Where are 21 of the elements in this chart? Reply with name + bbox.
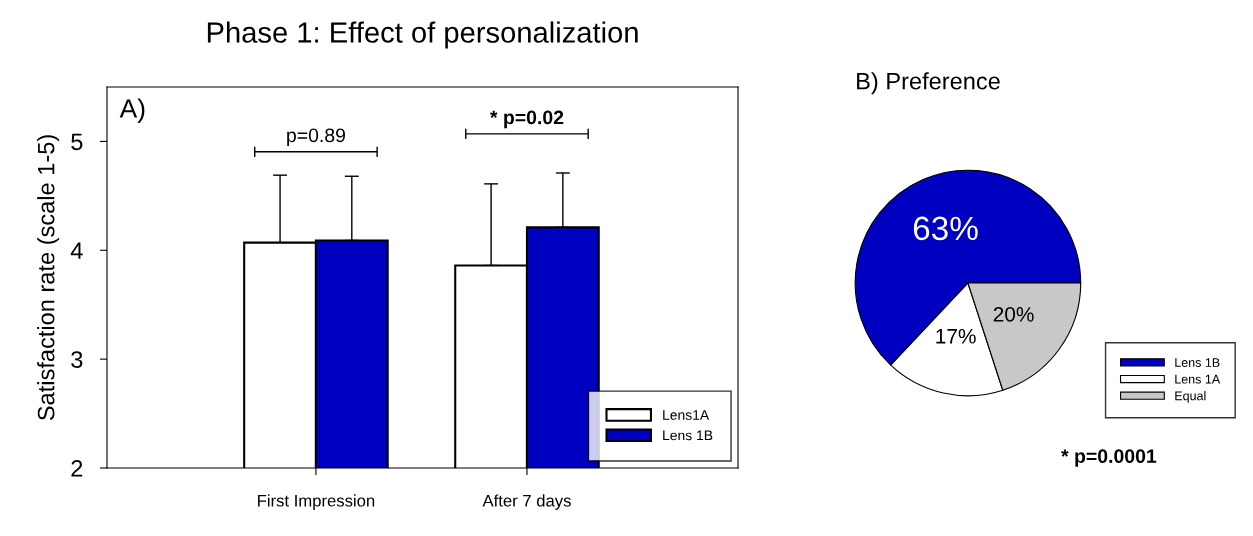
- legend-label: Lens 1B: [663, 430, 713, 441]
- annotation: p=0.89: [287, 128, 346, 147]
- data-label: 63%: [913, 216, 978, 241]
- data-label: 20%: [993, 306, 1034, 322]
- y-axis-title: Satisfaction rate (scale 1-5): [37, 135, 60, 421]
- x-tick-label: After 7 days: [482, 494, 571, 510]
- chart-title: B) Preference: [857, 72, 1000, 95]
- data-label: 17%: [936, 328, 976, 344]
- y-tick-label: 5: [71, 133, 83, 151]
- legend-label: Lens 1A: [1175, 374, 1221, 384]
- legend-label: Lens1A: [663, 410, 710, 420]
- annotation: A): [119, 98, 145, 124]
- legend-label: Equal: [1175, 391, 1206, 403]
- y-tick-label: 3: [71, 351, 83, 368]
- y-tick-label: 2: [71, 460, 83, 477]
- legend-label: Lens 1B: [1175, 358, 1220, 367]
- text: * p=0.0001: [1061, 449, 1157, 467]
- y-tick-label: 4: [70, 242, 83, 259]
- annotation: * p=0.02: [490, 110, 564, 129]
- x-tick-label: First Impression: [258, 494, 375, 510]
- chart-title: Phase 1: Effect of personalization: [207, 21, 638, 49]
